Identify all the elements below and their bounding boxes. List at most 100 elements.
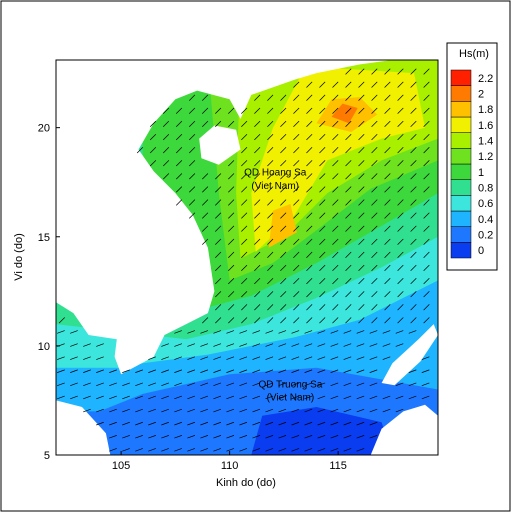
wave-arrow <box>358 120 365 128</box>
wave-arrow <box>254 238 261 245</box>
wave-arrow <box>306 304 313 311</box>
colorbar-swatch <box>450 85 472 102</box>
wave-arrow <box>215 277 222 285</box>
contour-region <box>331 103 358 124</box>
annotation: (Viet Nam) <box>267 392 315 403</box>
wave-arrow <box>371 94 378 101</box>
wave-arrow <box>254 160 261 167</box>
wave-arrow <box>369 343 378 347</box>
wave-arrow <box>200 421 209 426</box>
wave-arrow <box>384 212 391 219</box>
wave-arrow <box>70 382 78 387</box>
wave-arrow <box>96 421 104 426</box>
wave-arrow <box>423 212 430 219</box>
wave-arrow <box>371 277 378 285</box>
wave-arrow <box>371 225 378 232</box>
wave-arrow <box>384 199 391 206</box>
wave-arrow <box>397 199 404 206</box>
wave-arrow <box>280 212 287 219</box>
wave-arrow <box>371 317 378 324</box>
wave-arrow <box>410 173 417 180</box>
y-tick-label: 20 <box>38 123 50 135</box>
wave-arrow <box>241 147 248 154</box>
wave-arrow <box>254 199 261 206</box>
wave-arrow <box>202 225 209 232</box>
wave-arrow <box>291 330 300 334</box>
wave-arrow <box>343 356 352 360</box>
wave-arrow <box>358 238 365 245</box>
wave-arrow <box>356 369 365 373</box>
wave-arrow <box>280 238 287 245</box>
annotation: QD Hoang Sa <box>244 168 307 179</box>
wave-arrow <box>304 369 313 373</box>
wave-arrow <box>382 408 391 413</box>
wave-arrow <box>70 356 78 360</box>
wave-arrow <box>241 225 248 232</box>
wave-arrow <box>280 251 287 258</box>
wave-arrow <box>148 395 156 400</box>
wave-arrow <box>215 238 222 245</box>
wave-arrow <box>280 317 287 324</box>
wave-arrow <box>252 356 261 360</box>
wave-arrow <box>267 147 274 154</box>
wave-arrow <box>343 421 352 426</box>
wave-arrow <box>241 277 248 285</box>
wave-arrow <box>267 264 274 272</box>
wave-arrow <box>319 304 326 311</box>
wave-arrow <box>345 107 352 114</box>
wave-arrow <box>267 212 274 219</box>
colorbar-swatch <box>450 242 472 259</box>
wave-arrow <box>161 343 169 347</box>
wave-arrow <box>345 304 352 311</box>
wave-arrow <box>293 199 300 206</box>
wave-arrow <box>356 448 365 452</box>
wave-arrow <box>358 199 365 206</box>
wave-arrow <box>408 369 417 373</box>
wave-arrow <box>162 147 170 154</box>
wave-arrow <box>304 382 313 387</box>
wave-arrow <box>397 212 404 219</box>
wave-arrow <box>293 212 300 219</box>
wave-arrow <box>358 107 365 114</box>
wave-arrow <box>423 173 430 180</box>
wave-arrow <box>215 186 222 193</box>
wave-arrow <box>369 395 378 400</box>
colorbar-swatch <box>450 210 472 227</box>
wave-arrow <box>358 94 365 101</box>
wave-arrow <box>332 120 339 128</box>
wave-arrow <box>226 356 235 360</box>
wave-arrow <box>332 277 339 285</box>
wave-arrow <box>280 120 287 128</box>
wave-arrow <box>215 264 222 272</box>
wave-arrow <box>369 330 378 334</box>
colorbar-swatch <box>450 179 472 196</box>
wave-arrow <box>345 199 352 206</box>
wave-arrow <box>306 251 313 258</box>
wave-arrow <box>135 421 143 426</box>
wave-arrow <box>213 435 222 439</box>
wave-arrow <box>397 225 404 232</box>
wave-arrow <box>317 408 326 413</box>
wave-arrow <box>319 120 326 128</box>
wave-arrow <box>384 160 391 167</box>
wave-arrow <box>175 160 183 167</box>
x-tick-label: 115 <box>329 460 347 472</box>
wave-arrow <box>332 186 339 193</box>
wave-arrow <box>371 133 378 141</box>
wave-arrow <box>397 251 404 258</box>
wave-arrow <box>228 251 235 258</box>
wave-arrow <box>149 147 157 154</box>
wave-arrow <box>280 160 287 167</box>
wave-arrow <box>280 277 287 285</box>
wave-arrow <box>135 395 143 400</box>
wave-arrow <box>293 107 300 114</box>
wave-arrow <box>395 382 404 387</box>
wave-arrow <box>96 382 104 387</box>
wave-arrow <box>423 251 430 258</box>
wave-arrow <box>58 317 65 324</box>
colorbar-label: 2 <box>478 89 484 101</box>
wave-arrow <box>226 448 235 452</box>
wave-arrow <box>304 435 313 439</box>
land <box>370 404 438 455</box>
wave-arrow <box>109 382 117 387</box>
